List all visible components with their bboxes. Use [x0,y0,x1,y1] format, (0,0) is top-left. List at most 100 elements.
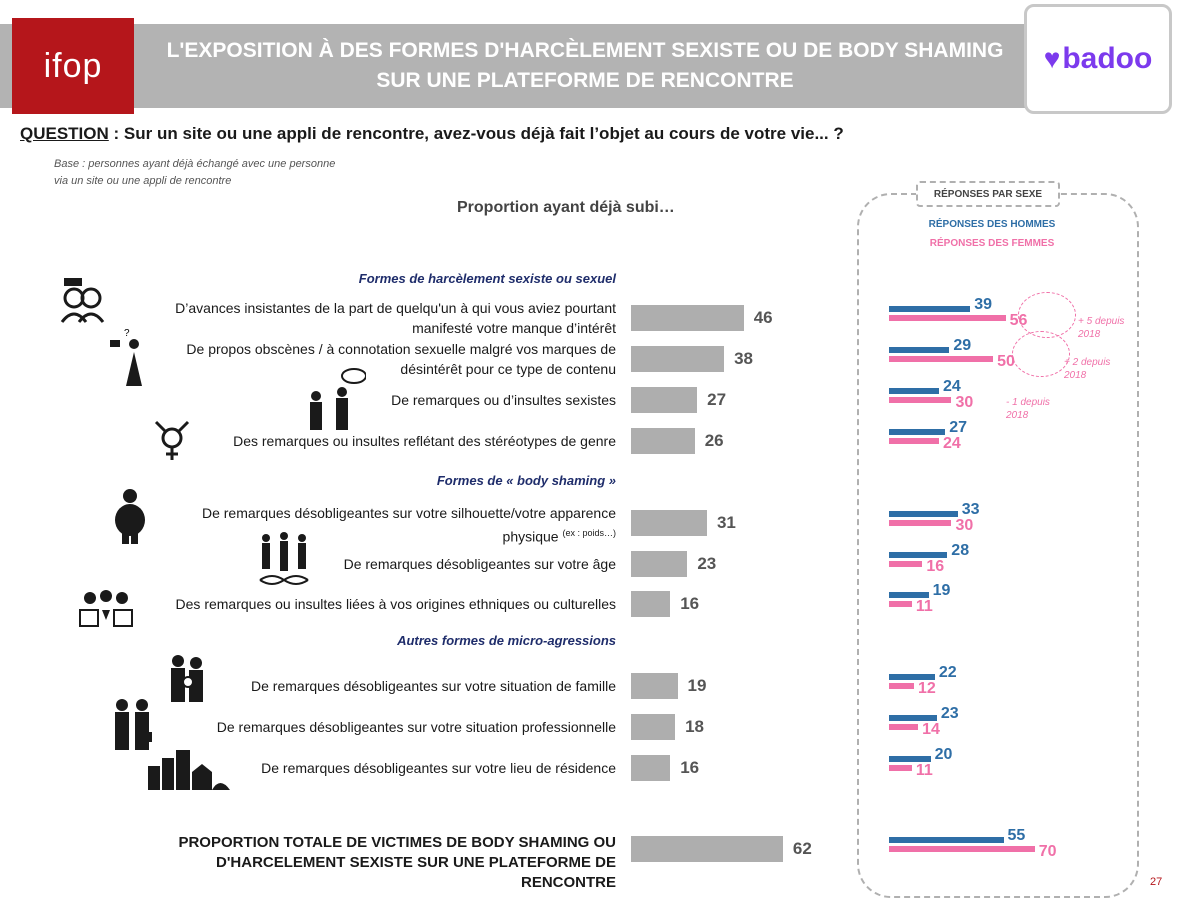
men-value: 39 [974,296,992,313]
women-value: 56 [1009,312,1028,329]
men-bar [889,592,929,598]
total-bar [631,346,725,372]
row-label-line1: Des remarques ou insultes reflétant des … [233,433,616,449]
total-value: 19 [687,676,707,695]
page-title-line2: SUR UNE PLATEFORME DE RENCONTRE [376,69,794,92]
row-label-line1: De propos obscènes / à connotation sexue… [186,341,616,357]
men-bar [889,347,950,353]
women-bar [889,356,994,362]
trend-note: + 5 depuis 2018 [1078,316,1125,340]
women-value: 16 [926,558,945,575]
row-label-note: (ex : poids…) [562,528,616,538]
women-value: 70 [1038,843,1057,860]
trend-note: + 2 depuis 2018 [1064,357,1111,381]
women-bar [889,520,952,526]
men-bar [889,429,946,435]
page-number: 27 [1150,876,1163,888]
total-bar [631,551,688,577]
section-harassment: Formes de harcèlement sexiste ou sexuel [358,271,616,286]
women-bar [889,683,914,689]
total-bar [631,510,707,536]
row-label-line2-text: désintérêt pour ce type de contenu [400,361,616,377]
women-value: 30 [955,517,974,534]
total-label: PROPORTION TOTALE DE VICTIMES DE BODY SH… [140,833,616,893]
men-bar [889,552,948,558]
men-value: 24 [942,378,961,395]
total-bar [631,591,671,617]
men-value: 19 [932,582,951,599]
row-label: De propos obscènes / à connotation sexue… [136,339,616,379]
women-bar [889,846,1035,852]
row-label: Des remarques ou insultes reflétant des … [136,431,616,451]
men-bar [889,306,971,312]
total-value: 16 [680,758,700,777]
row-label: De remarques désobligeantes sur votre si… [136,503,616,547]
men-value: 27 [949,419,968,436]
men-bar [889,388,939,394]
section-micro-aggressions: Autres formes de micro-agressions [397,633,616,648]
men-bar [889,511,958,517]
legend-men: RÉPONSES DES HOMMES [928,219,1056,230]
men-value: 22 [938,664,957,681]
question-label: QUESTION [20,124,109,143]
base-note: Base : personnes ayant déjà échangé avec… [54,156,335,190]
total-value: 62 [792,839,812,858]
row-label-line2: désintérêt pour ce type de contenu [136,359,616,379]
chart-title: Proportion ayant déjà subi… [457,199,675,216]
women-bar [889,315,1006,321]
arguing-people-icon [302,368,367,438]
men-value: 33 [961,501,980,518]
men-bar [889,674,935,680]
total-bar [631,755,671,781]
row-label-line2-text: manifesté votre manque d’intérêt [412,320,616,336]
badoo-wordmark: badoo [1062,42,1153,75]
women-value: 50 [997,353,1015,370]
women-bar [889,601,912,607]
row-label-line1: De remarques ou d’insultes sexistes [391,392,616,408]
row-label: De remarques ou d’insultes sexistes [136,390,616,410]
total-value: 26 [704,431,724,450]
women-value: 30 [955,394,974,411]
professionals-icon [112,698,152,758]
trend-note: - 1 depuis 2018 [1006,397,1050,421]
city-residence-icon [146,746,230,796]
family-ages-dna-icon [256,530,312,594]
row-label-line1: De remarques désobligeantes sur votre si… [251,678,616,694]
women-bar [889,438,939,444]
total-bar [631,305,744,331]
row-label-line1: De remarques désobligeantes sur votre si… [201,505,616,521]
total-bar [631,673,678,699]
men-bar [889,715,937,721]
women-bar [889,765,912,771]
men-bar [889,756,931,762]
phone-message-icon: ? [108,328,148,394]
total-label-line2: D'HARCELEMENT SEXISTE SUR UNE PLATEFORME… [216,854,616,891]
men-value: 23 [940,705,959,722]
row-label-line1: Des remarques ou insultes liées à vos or… [175,596,616,612]
row-label: De remarques désobligeantes sur votre li… [136,758,616,778]
row-label-line1: De remarques désobligeantes sur votre si… [216,719,616,735]
silhouette-icon [110,488,150,550]
total-value: 46 [753,308,773,327]
women-bar [889,724,919,730]
row-label: De remarques désobligeantes sur votre si… [136,676,616,696]
family-icon [168,654,208,710]
gender-panel [857,193,1139,898]
women-value: 24 [942,435,961,452]
title-banner [0,24,1040,108]
badoo-heart-icon: ♥ [1043,43,1061,74]
total-bar [631,428,695,454]
total-bar [631,714,676,740]
total-value: 16 [680,594,700,613]
women-value: 11 [915,598,933,615]
page-title: L'EXPOSITION À DES FORMES D'HARCÈLEMENT … [150,36,1020,96]
base-note-line2: via un site ou une appli de rencontre [54,175,232,187]
total-value: 27 [707,390,727,409]
men-value: 28 [951,542,970,559]
row-label-line2: manifesté votre manque d’intérêt [136,318,616,338]
row-label-line1: De remarques désobligeantes sur votre li… [261,760,616,776]
men-value: 55 [1007,827,1026,844]
trend-circle [1012,331,1070,377]
total-value: 23 [697,554,717,573]
women-value: 14 [922,721,940,738]
